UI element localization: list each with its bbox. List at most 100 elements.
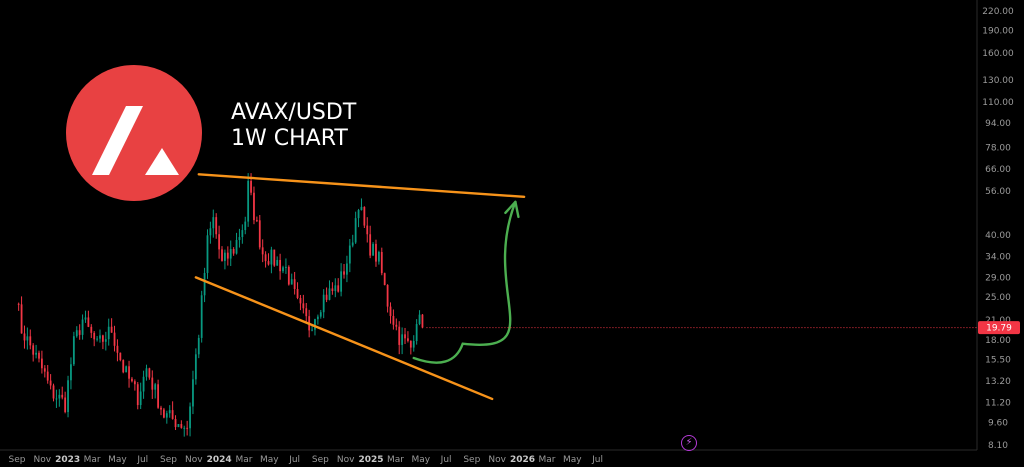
candle <box>32 343 35 362</box>
candle <box>160 405 162 416</box>
price-tick-label: 130.00 <box>982 76 1014 86</box>
time-tick-label: 2026 <box>510 455 535 465</box>
candle <box>290 273 293 285</box>
candle <box>418 310 421 326</box>
candle <box>343 263 345 279</box>
candle <box>43 365 46 378</box>
candle <box>346 255 348 283</box>
time-tick-label: Sep <box>312 455 329 465</box>
candle <box>229 240 232 267</box>
candle <box>421 314 424 329</box>
time-tick-label: Sep <box>160 455 177 465</box>
candle <box>154 382 157 399</box>
last-price-marker: 19.79 <box>978 321 1020 335</box>
price-tick-label: 34.00 <box>985 252 1011 262</box>
candle <box>55 389 58 408</box>
candle <box>226 246 229 266</box>
candle <box>375 239 377 267</box>
candle <box>119 352 122 362</box>
candle <box>409 340 412 355</box>
candle <box>401 327 404 355</box>
candle <box>377 250 380 265</box>
price-tick-label: 9.60 <box>988 419 1008 429</box>
candle <box>186 420 189 436</box>
lightning-icon[interactable]: ⚡ <box>681 435 697 451</box>
candle <box>142 370 145 399</box>
candle <box>192 370 194 415</box>
candle <box>67 375 69 418</box>
candle <box>404 327 406 345</box>
candle <box>302 294 305 314</box>
price-tick-label: 94.00 <box>985 119 1011 129</box>
candle <box>122 359 125 374</box>
candle <box>58 389 61 407</box>
candle <box>194 348 197 385</box>
candle <box>285 258 287 274</box>
candle <box>35 344 37 359</box>
price-tick-label: 25.00 <box>985 293 1011 303</box>
candle <box>78 324 81 340</box>
candle <box>238 228 241 248</box>
time-axis[interactable]: Sep Nov 2023 Mar May Jul Sep Nov 2024 Mar May Jul Se… <box>9 455 603 465</box>
candle <box>49 374 52 390</box>
time-tick-label: Jul <box>440 455 452 465</box>
candle <box>75 326 78 338</box>
candle <box>293 271 296 295</box>
time-tick-label: Jul <box>288 455 300 465</box>
candle <box>360 198 363 211</box>
price-axis[interactable]: 220.00 190.00 160.00 130.00 110.00 94.00 78.00… <box>982 7 1014 451</box>
price-tick-label: 78.00 <box>985 143 1011 153</box>
candle <box>415 319 418 345</box>
projection-arrow-head <box>504 200 520 219</box>
candle <box>398 321 401 355</box>
candle <box>171 401 174 420</box>
candle <box>145 364 148 381</box>
candle <box>26 327 29 350</box>
candle <box>273 249 276 267</box>
candle <box>200 290 203 343</box>
candle <box>102 334 104 350</box>
time-tick-label: Mar <box>236 455 253 465</box>
last-price-label: 19.79 <box>986 324 1012 334</box>
candle <box>331 282 334 295</box>
candle <box>23 325 26 349</box>
trendline-lower[interactable] <box>194 276 494 401</box>
time-tick-label: 2025 <box>358 455 383 465</box>
candle <box>165 410 168 424</box>
candle <box>351 234 354 248</box>
time-tick-label: 2023 <box>55 455 80 465</box>
price-tick-label: 8.10 <box>988 441 1008 451</box>
price-tick-label: 110.00 <box>982 98 1014 108</box>
candle <box>253 186 255 225</box>
candle <box>157 379 160 409</box>
time-tick-label: Jul <box>136 455 148 465</box>
candle <box>93 331 96 347</box>
candle <box>383 272 386 286</box>
projection-arrow <box>412 200 517 364</box>
candle <box>70 357 72 390</box>
trendlines <box>194 173 977 401</box>
time-tick-label: May <box>411 455 430 465</box>
trendline-upper[interactable] <box>197 173 526 199</box>
candle <box>316 314 319 325</box>
candle <box>267 253 270 266</box>
time-tick-label: Sep <box>463 455 480 465</box>
candle <box>380 247 383 276</box>
candle <box>136 382 139 410</box>
price-tick-label: 13.20 <box>985 377 1011 387</box>
candle <box>261 239 264 263</box>
candle <box>209 221 212 244</box>
candle <box>224 249 226 270</box>
candle <box>250 173 252 196</box>
candle <box>325 287 328 303</box>
candlestick-series <box>17 173 424 437</box>
candle <box>177 423 180 428</box>
candle <box>151 370 154 399</box>
price-tick-label: 66.00 <box>985 165 1011 175</box>
candle <box>197 334 200 359</box>
candle <box>296 282 299 300</box>
candle <box>244 216 247 235</box>
price-tick-label: 21.00 <box>985 316 1011 326</box>
candle <box>206 229 209 279</box>
